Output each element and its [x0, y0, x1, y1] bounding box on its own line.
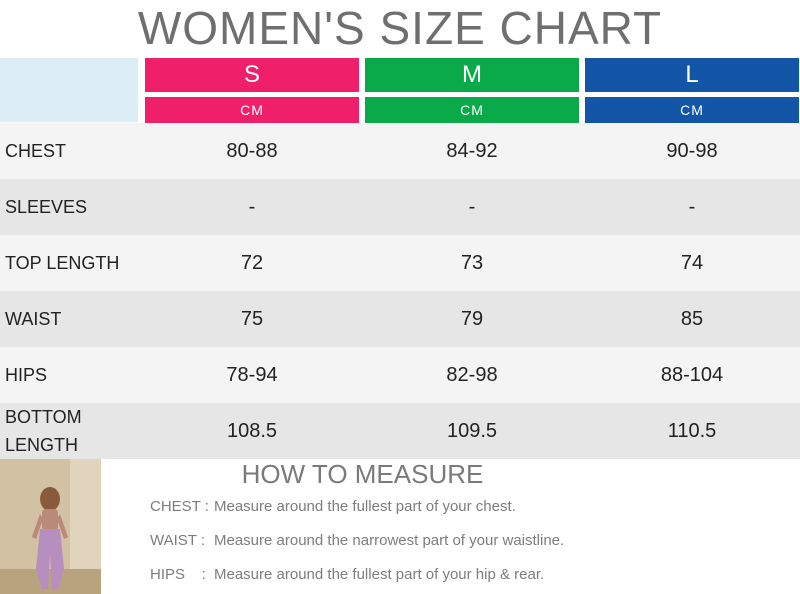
value-cell: 88-104 — [660, 363, 724, 386]
measure-chest-line: CHEST : Measure around the fullest part o… — [150, 495, 790, 519]
measure-waist-line: WAIST : Measure around the narrowest part… — [150, 529, 790, 553]
table-row-chest: CHEST 80-88 84-92 90-98 — [0, 123, 800, 179]
value-cell: 72 — [240, 251, 264, 274]
model-photo — [0, 459, 101, 594]
measure-key: HIPS : — [150, 566, 206, 583]
value-cell: - — [248, 195, 256, 218]
header-blank-cell — [0, 58, 138, 122]
size-m-unit: CM — [365, 97, 579, 123]
row-label: HIPS — [5, 365, 48, 385]
value-cell: 80-88 — [226, 139, 278, 162]
size-s-header: S — [145, 58, 359, 92]
measure-text: Measure around the narrowest part of you… — [214, 532, 565, 549]
measure-text: Measure around the fullest part of your … — [214, 498, 516, 515]
value-cell: 85 — [680, 307, 704, 330]
size-m-header: M — [365, 58, 579, 92]
table-row-waist: WAIST 75 79 85 — [0, 291, 800, 347]
value-cell: 82-98 — [446, 363, 498, 386]
table-row-bottom-length: BOTTOM LENGTH 108.5 109.5 110.5 — [0, 403, 800, 459]
value-cell: 73 — [460, 251, 484, 274]
value-cell: - — [688, 195, 696, 218]
value-cell: 78-94 — [226, 363, 278, 386]
size-l-unit: CM — [585, 97, 799, 123]
row-label: SLEEVES — [5, 197, 88, 217]
measure-hips-line: HIPS : Measure around the fullest part of… — [150, 563, 790, 587]
how-to-measure-title: HOW TO MEASURE — [241, 459, 484, 489]
value-cell: 79 — [460, 307, 484, 330]
size-s-unit: CM — [145, 97, 359, 123]
value-cell: 109.5 — [446, 419, 498, 442]
value-cell: 110.5 — [667, 419, 717, 442]
chart-title: WOMEN'S SIZE CHART — [137, 2, 663, 54]
table-row-hips: HIPS 78-94 82-98 88-104 — [0, 347, 800, 403]
value-cell: 108.5 — [226, 419, 278, 442]
table-row-sleeves: SLEEVES - - - — [0, 179, 800, 235]
value-cell: 75 — [240, 307, 264, 330]
measure-key: WAIST : — [150, 532, 206, 549]
table-row-top-length: TOP LENGTH 72 73 74 — [0, 235, 800, 291]
value-cell: 84-92 — [446, 139, 498, 162]
value-cell: 90-98 — [666, 139, 718, 162]
value-cell: 74 — [680, 251, 704, 274]
row-label: CHEST — [5, 141, 67, 161]
measure-key: CHEST : — [150, 498, 209, 515]
value-cell: - — [468, 195, 476, 218]
row-label: BOTTOM LENGTH — [5, 407, 82, 455]
row-label: WAIST — [5, 309, 62, 329]
row-label: TOP LENGTH — [5, 253, 120, 273]
measure-text: Measure around the fullest part of your … — [214, 566, 545, 583]
size-l-header: L — [585, 58, 799, 92]
